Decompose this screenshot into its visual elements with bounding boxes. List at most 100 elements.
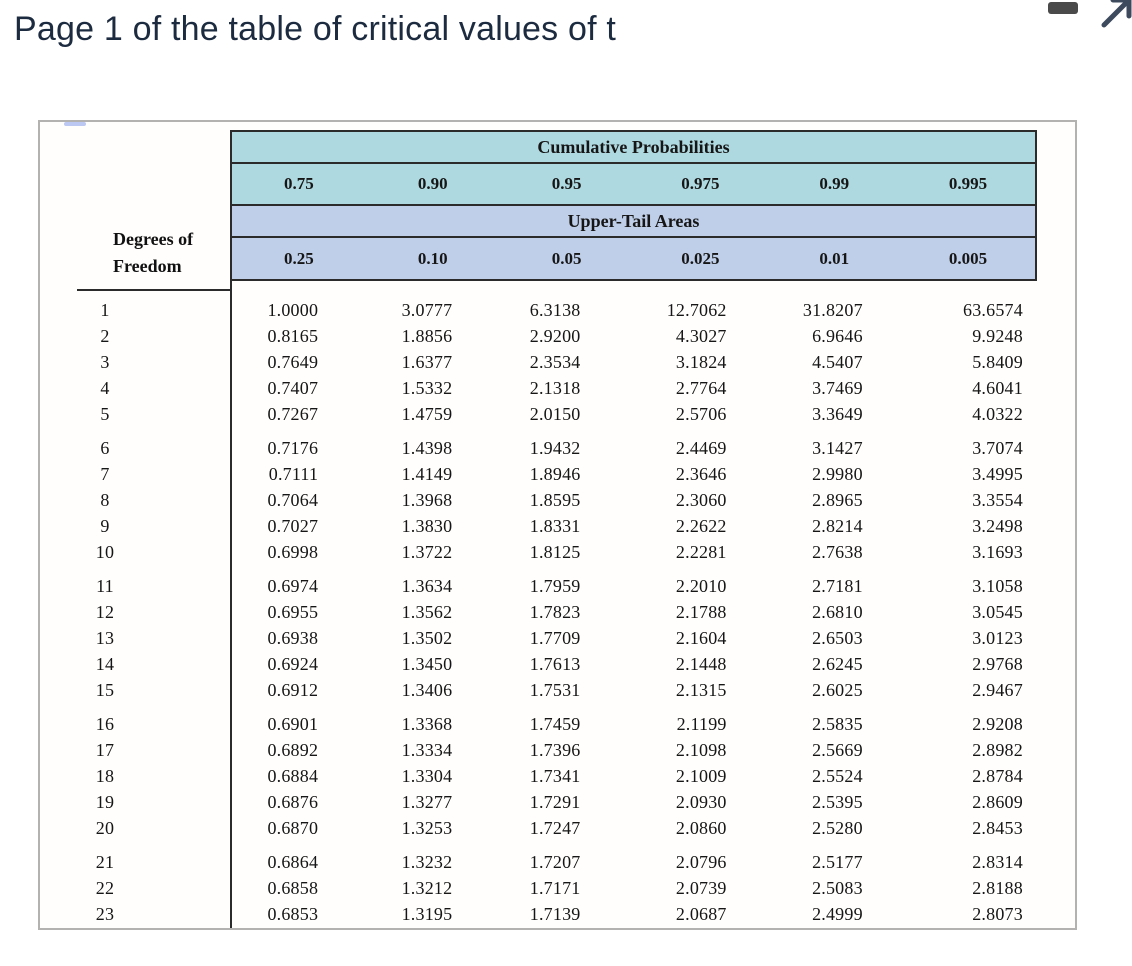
t-critical-value: 1.4149 — [401, 464, 453, 484]
df-value: 22 — [95, 878, 115, 898]
t-critical-value: 1.3334 — [401, 740, 453, 760]
t-critical-value: 1.8856 — [401, 326, 453, 346]
t-critical-value: 2.4469 — [675, 438, 727, 458]
t-critical-value: 2.5524 — [812, 766, 863, 786]
cumulative-probs-row: 0.75 0.90 0.95 0.975 0.99 0.995 — [232, 162, 1035, 204]
t-critical-value: 2.2281 — [675, 542, 727, 562]
t-critical-value: 2.8609 — [972, 792, 1023, 812]
table-row: 6 0.7176 1.4398 1.9432 2.4469 3.1427 3.7074 — [77, 435, 1035, 461]
t-critical-value: 1.4398 — [401, 438, 453, 458]
df-value: 12 — [95, 602, 115, 622]
t-critical-value: 0.7111 — [268, 464, 319, 484]
table-panel: Degrees of Freedom Cumulative Probabilit… — [38, 120, 1077, 930]
upper-tail-area-value: 0.005 — [948, 248, 988, 268]
t-critical-value: 0.6864 — [267, 852, 319, 872]
t-critical-value: 0.7176 — [267, 438, 319, 458]
df-value: 1 — [100, 300, 110, 320]
table-row: 4 0.7407 1.5332 2.1318 2.7764 3.7469 4.6041 — [77, 375, 1035, 401]
t-critical-value: 2.1318 — [529, 378, 581, 398]
t-critical-value: 2.5083 — [812, 878, 863, 898]
t-critical-value: 2.9200 — [529, 326, 581, 346]
df-value: 11 — [96, 576, 114, 596]
t-critical-value: 2.5669 — [812, 740, 863, 760]
df-value: 18 — [95, 766, 115, 786]
upper-tail-areas-header: Upper-Tail Areas — [232, 204, 1035, 236]
t-critical-value: 0.6924 — [267, 654, 319, 674]
df-value: 16 — [95, 714, 115, 734]
table-row: 21 0.6864 1.3232 1.7207 2.0796 2.5177 2.8314 — [77, 849, 1035, 875]
upper-tail-area-value: 0.25 — [284, 248, 314, 268]
t-critical-value: 2.0739 — [675, 878, 727, 898]
t-critical-value: 1.3368 — [401, 714, 453, 734]
t-critical-value: 0.6901 — [267, 714, 319, 734]
t-critical-value: 0.6892 — [267, 740, 319, 760]
t-critical-value: 2.1604 — [675, 628, 727, 648]
cumulative-prob-value: 0.975 — [681, 174, 720, 193]
t-critical-value: 2.6025 — [812, 680, 863, 700]
expand-icon[interactable] — [1098, 0, 1132, 31]
t-critical-value: 2.8453 — [972, 818, 1023, 838]
t-critical-value: 2.0930 — [675, 792, 727, 812]
t-critical-value: 1.8331 — [529, 516, 581, 536]
t-critical-value: 0.6876 — [267, 792, 319, 812]
cumulative-probabilities-header: Cumulative Probabilities — [232, 132, 1035, 162]
t-critical-value: 1.7531 — [529, 680, 581, 700]
t-critical-value: 3.7074 — [972, 438, 1023, 458]
upper-tail-areas-row: 0.25 0.10 0.05 0.025 0.01 0.005 — [232, 236, 1035, 279]
scrollbar-artifact — [64, 122, 86, 126]
t-critical-value: 0.7267 — [267, 404, 319, 424]
t-critical-value: 1.4759 — [401, 404, 453, 424]
t-critical-value: 2.5395 — [812, 792, 863, 812]
t-critical-value: 2.8314 — [972, 852, 1023, 872]
table-row: 22 0.6858 1.3212 1.7171 2.0739 2.5083 2.8188 — [77, 875, 1035, 901]
df-value: 13 — [95, 628, 115, 648]
df-value: 14 — [95, 654, 115, 674]
t-critical-value: 2.8982 — [972, 740, 1023, 760]
df-column-label: Degrees of Freedom — [113, 226, 193, 280]
t-critical-value: 3.7469 — [812, 378, 863, 398]
t-critical-value: 0.6858 — [267, 878, 319, 898]
t-critical-value: 4.0322 — [972, 404, 1023, 424]
t-critical-value: 2.5177 — [812, 852, 863, 872]
t-critical-value: 1.7207 — [529, 852, 581, 872]
t-critical-value: 3.0123 — [972, 628, 1023, 648]
t-critical-value: 2.1448 — [675, 654, 727, 674]
t-critical-value: 0.7027 — [267, 516, 319, 536]
t-critical-value: 4.5407 — [812, 352, 863, 372]
table-row: 5 0.7267 1.4759 2.0150 2.5706 3.3649 4.0322 — [77, 401, 1035, 427]
t-critical-value: 0.7064 — [267, 490, 319, 510]
table-row: 23 0.6853 1.3195 1.7139 2.0687 2.4999 2.8073 — [77, 901, 1035, 927]
t-critical-value: 2.8214 — [812, 516, 863, 536]
t-critical-value: 1.9432 — [529, 438, 581, 458]
t-critical-value: 4.6041 — [972, 378, 1023, 398]
table-row: 2 0.8165 1.8856 2.9200 4.3027 6.9646 9.9248 — [77, 323, 1035, 349]
t-critical-value: 3.0777 — [401, 300, 453, 320]
t-critical-value: 31.8207 — [802, 300, 863, 320]
t-critical-value: 2.0860 — [675, 818, 727, 838]
t-critical-value: 1.0000 — [267, 300, 319, 320]
t-critical-value: 6.3138 — [529, 300, 581, 320]
table-row: 1 1.0000 3.0777 6.3138 12.7062 31.8207 63.6574 — [77, 297, 1035, 323]
t-critical-value: 3.2498 — [972, 516, 1023, 536]
t-critical-value: 0.6974 — [267, 576, 319, 596]
t-critical-value: 2.6810 — [812, 602, 863, 622]
t-critical-value: 1.3406 — [401, 680, 453, 700]
t-critical-value: 2.8784 — [972, 766, 1023, 786]
t-critical-value: 2.2010 — [675, 576, 727, 596]
cumulative-prob-value: 0.95 — [551, 174, 582, 193]
t-critical-value: 3.3649 — [812, 404, 863, 424]
t-critical-value: 9.9248 — [972, 326, 1023, 346]
t-critical-value: 1.7247 — [529, 818, 581, 838]
t-critical-value: 0.6870 — [267, 818, 319, 838]
t-critical-value: 3.3554 — [972, 490, 1023, 510]
t-critical-value: 0.6998 — [267, 542, 319, 562]
t-critical-value: 0.6938 — [267, 628, 319, 648]
t-critical-value: 2.4999 — [812, 904, 863, 924]
t-critical-value: 3.1427 — [812, 438, 863, 458]
minimize-icon[interactable] — [1048, 2, 1078, 14]
df-value: 7 — [100, 464, 110, 484]
t-critical-value: 2.2622 — [675, 516, 727, 536]
t-critical-value: 2.3060 — [675, 490, 727, 510]
cumulative-prob-value: 0.75 — [284, 174, 314, 193]
